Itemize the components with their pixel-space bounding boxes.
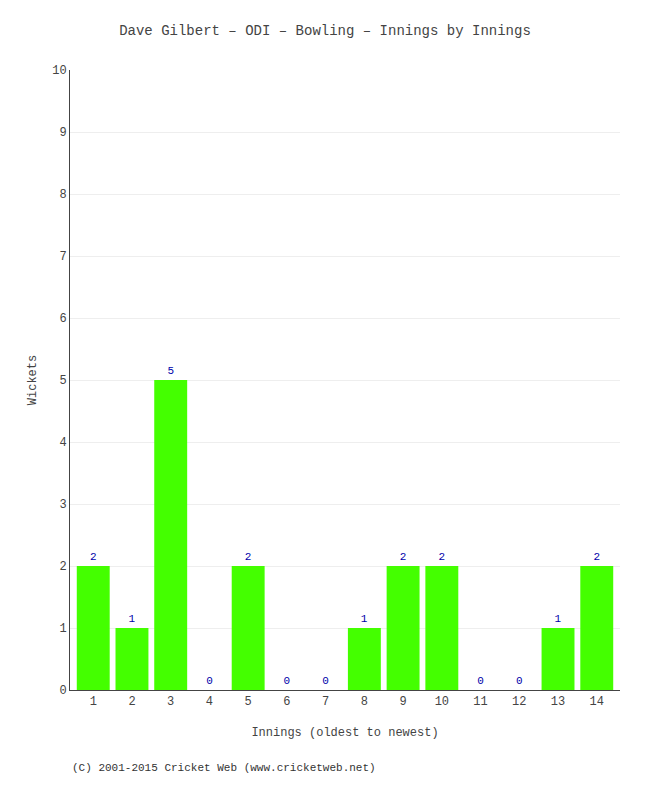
svg-text:3: 3 bbox=[167, 695, 174, 709]
svg-text:1: 1 bbox=[555, 613, 562, 625]
svg-text:Dave Gilbert – ODI – Bowling –: Dave Gilbert – ODI – Bowling – Innings b… bbox=[119, 23, 531, 39]
svg-text:2: 2 bbox=[400, 551, 407, 563]
svg-text:7: 7 bbox=[59, 250, 66, 264]
svg-text:2: 2 bbox=[439, 551, 446, 563]
svg-text:5: 5 bbox=[167, 365, 174, 377]
svg-text:0: 0 bbox=[516, 675, 523, 687]
svg-text:Innings (oldest to newest): Innings (oldest to newest) bbox=[251, 726, 438, 740]
svg-text:9: 9 bbox=[59, 126, 66, 140]
svg-text:8: 8 bbox=[59, 188, 66, 202]
svg-text:0: 0 bbox=[59, 684, 66, 698]
svg-text:(C) 2001-2015 Cricket Web (www: (C) 2001-2015 Cricket Web (www.cricketwe… bbox=[72, 762, 376, 774]
svg-text:4: 4 bbox=[206, 695, 213, 709]
svg-text:2: 2 bbox=[90, 551, 97, 563]
svg-text:0: 0 bbox=[284, 675, 291, 687]
svg-text:12: 12 bbox=[512, 695, 526, 709]
svg-text:10: 10 bbox=[435, 695, 449, 709]
svg-text:Wickets: Wickets bbox=[26, 355, 40, 405]
svg-text:2: 2 bbox=[59, 560, 66, 574]
svg-text:5: 5 bbox=[245, 695, 252, 709]
svg-text:11: 11 bbox=[473, 695, 487, 709]
svg-text:2: 2 bbox=[245, 551, 252, 563]
svg-text:0: 0 bbox=[206, 675, 213, 687]
svg-text:1: 1 bbox=[128, 613, 135, 625]
svg-text:1: 1 bbox=[59, 622, 66, 636]
svg-text:14: 14 bbox=[590, 695, 604, 709]
svg-text:1: 1 bbox=[361, 613, 368, 625]
svg-text:0: 0 bbox=[322, 675, 329, 687]
svg-text:0: 0 bbox=[477, 675, 484, 687]
svg-text:10: 10 bbox=[52, 64, 66, 78]
svg-text:1: 1 bbox=[90, 695, 97, 709]
svg-text:7: 7 bbox=[322, 695, 329, 709]
svg-text:2: 2 bbox=[593, 551, 600, 563]
svg-text:5: 5 bbox=[59, 374, 66, 388]
svg-text:6: 6 bbox=[59, 312, 66, 326]
svg-text:13: 13 bbox=[551, 695, 565, 709]
svg-text:4: 4 bbox=[59, 436, 66, 450]
svg-text:3: 3 bbox=[59, 498, 66, 512]
svg-text:6: 6 bbox=[283, 695, 290, 709]
svg-text:9: 9 bbox=[399, 695, 406, 709]
svg-text:2: 2 bbox=[128, 695, 135, 709]
svg-text:8: 8 bbox=[361, 695, 368, 709]
